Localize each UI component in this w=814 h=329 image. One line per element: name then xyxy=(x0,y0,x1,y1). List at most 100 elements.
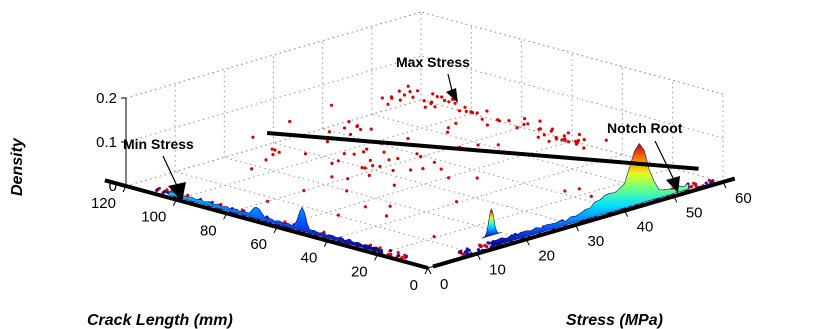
crack-length-tick-label: 40 xyxy=(301,250,318,267)
scatter-point xyxy=(329,103,334,107)
scatter-point xyxy=(589,194,593,198)
scatter-point xyxy=(355,124,360,128)
scatter-point xyxy=(582,138,586,142)
annotation-min-stress: Min Stress xyxy=(123,136,194,202)
notch-root-line xyxy=(432,176,736,269)
scatter-point xyxy=(707,178,712,182)
crack-length-tick-label: 60 xyxy=(250,236,267,253)
scatter-point xyxy=(384,214,389,218)
scatter-point xyxy=(538,127,543,131)
crack-length-tick-mark xyxy=(323,240,328,247)
scatter-point xyxy=(360,166,364,170)
grid-line-floor-s xyxy=(175,171,478,255)
stress-tick-label: 20 xyxy=(538,247,555,264)
scatter-point xyxy=(271,153,275,157)
scatter-point xyxy=(422,99,426,103)
crack-length-tick-mark xyxy=(223,213,228,220)
stress-tick-mark xyxy=(673,196,678,203)
scatter-point xyxy=(406,84,410,88)
max-stress-line xyxy=(266,130,699,171)
scatter-point xyxy=(392,183,396,187)
scatter-point xyxy=(457,109,461,113)
scatter-point xyxy=(386,102,390,106)
scatter-point xyxy=(435,95,439,99)
crack-length-tick-label: 0 xyxy=(410,277,418,294)
isolated-density-spike xyxy=(481,208,502,239)
scatter-point xyxy=(391,168,395,173)
density-surface xyxy=(168,142,689,254)
scatter-point xyxy=(380,96,384,100)
annotation-notch-root-text: Notch Root xyxy=(607,120,683,136)
crack-length-tick-label: 100 xyxy=(141,209,166,226)
scatter-point xyxy=(496,143,500,147)
stress-tick-mark xyxy=(525,239,530,246)
density-tick-label: 0.1 xyxy=(96,134,117,151)
scatter-point xyxy=(549,129,553,133)
scatter-point xyxy=(476,248,481,252)
crack-length-ticks: 0 20 40 60 80 100 120 xyxy=(91,185,429,294)
scatter-point xyxy=(157,186,161,190)
scatter-point xyxy=(547,139,551,143)
annotation-max-stress: Max Stress xyxy=(396,54,470,103)
scatter-point xyxy=(342,152,346,156)
crack-length-tick-label: 80 xyxy=(200,222,217,239)
scatter-point xyxy=(423,105,427,109)
scatter-point xyxy=(433,105,437,109)
scatter-point xyxy=(416,89,420,93)
scatter-point xyxy=(431,92,435,96)
scatter-point xyxy=(273,148,277,152)
scatter-point xyxy=(476,143,480,147)
scatter-point xyxy=(419,155,423,159)
scatter-point xyxy=(563,137,567,141)
scatter-point xyxy=(554,135,558,140)
scatter-point xyxy=(409,168,413,172)
scatter-point xyxy=(421,167,425,171)
scatter-point xyxy=(283,220,287,224)
scatter-point xyxy=(362,150,366,154)
scatter-point xyxy=(415,152,419,156)
scatter-point xyxy=(389,95,394,99)
scatter-point xyxy=(371,164,375,168)
scatter-point xyxy=(330,175,334,179)
scatter-point xyxy=(389,252,393,257)
crack-length-tick-mark xyxy=(424,267,429,275)
scatter-point xyxy=(325,140,329,144)
stress-tick-mark xyxy=(722,181,727,189)
scatter-point xyxy=(542,133,546,137)
scatter-point xyxy=(562,134,566,138)
scatter-point xyxy=(455,200,459,204)
density-ticks: 0 0.1 0.2 xyxy=(96,90,126,195)
stress-tick-label: 30 xyxy=(588,233,605,250)
scatter-point xyxy=(446,130,450,134)
stress-axis-label: Stress (MPa) xyxy=(566,312,663,329)
scatter-point xyxy=(463,105,467,109)
scatter-point xyxy=(396,251,400,255)
scatter-point xyxy=(577,132,582,137)
grid-line-wall-d xyxy=(420,55,724,139)
scatter-point xyxy=(515,126,519,130)
scatter-point xyxy=(563,189,567,193)
grid-line-floor-s xyxy=(273,142,576,226)
crack-length-tick-label: 20 xyxy=(351,263,368,280)
scatter-point xyxy=(163,189,167,194)
scatter-point xyxy=(397,253,401,258)
scatter-point xyxy=(507,119,511,123)
scatter-point xyxy=(387,158,391,162)
scatter-point xyxy=(447,176,451,180)
stress-ticks: 0 10 20 30 40 50 60 xyxy=(427,181,752,293)
grid-line-wall-d xyxy=(125,99,422,187)
scatter-point xyxy=(266,199,270,203)
crack-length-axis-label: Crack Length (mm) xyxy=(87,312,233,329)
scatter-point xyxy=(439,167,443,171)
scatter-point xyxy=(264,158,268,162)
scatter-point xyxy=(389,249,393,253)
scatter-point xyxy=(480,117,484,121)
scatter-point xyxy=(165,188,169,192)
scatter-point xyxy=(186,193,190,197)
scatter-point xyxy=(566,131,570,135)
scatter-point xyxy=(453,101,457,105)
scatter-point xyxy=(411,95,415,99)
scatter-point xyxy=(538,119,542,123)
scatter-point xyxy=(336,159,340,163)
scatter-point xyxy=(576,139,581,143)
